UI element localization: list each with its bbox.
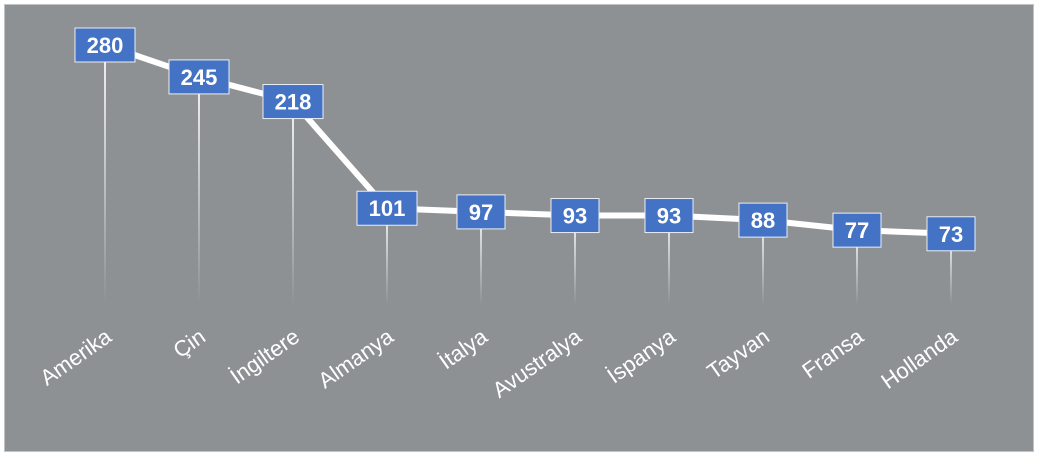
category-label: Avustralya: [488, 323, 587, 403]
category-label: Çin: [168, 324, 209, 363]
data-label: 101: [369, 196, 406, 221]
data-marker: [168, 59, 230, 95]
drop-line: [668, 215, 670, 305]
drop-line: [292, 101, 294, 305]
data-label: 73: [939, 222, 963, 247]
data-marker: [74, 27, 136, 63]
data-marker: [926, 216, 976, 252]
data-label: 245: [181, 65, 218, 90]
drop-line: [950, 233, 952, 305]
data-label: 280: [87, 33, 124, 58]
data-marker: [738, 202, 788, 238]
data-label: 218: [275, 90, 312, 115]
drop-line: [762, 220, 764, 305]
data-marker: [832, 212, 882, 248]
data-markers: 280 245 218 101 97 93 93 88 77 73: [74, 27, 976, 252]
category-label: Hollanda: [876, 323, 962, 394]
drop-line: [198, 76, 200, 305]
data-label: 77: [845, 218, 869, 243]
category-label: Fransa: [797, 323, 868, 383]
data-marker: [356, 190, 418, 226]
data-label: 88: [751, 208, 775, 233]
data-marker: [456, 194, 506, 230]
category-label: Almanya: [313, 323, 398, 393]
series-line: [104, 42, 952, 237]
category-label: İtalya: [434, 323, 492, 374]
category-label: İspanya: [602, 323, 680, 388]
data-marker: [262, 84, 324, 120]
category-label: İngiltere: [225, 324, 303, 389]
category-labels: Amerika Çin İngiltere Almanya İtalyaAvustral…: [35, 323, 962, 403]
drop-line: [574, 215, 576, 305]
line-chart: 280 245 218 101 97 93 93 88 77 73 Amerika Çin İngil…: [35, 27, 976, 403]
category-label: Amerika: [35, 323, 116, 390]
chart-area: 280 245 218 101 97 93 93 88 77 73 Amerika Çin İngil…: [4, 4, 1034, 452]
data-label: 93: [657, 204, 681, 229]
category-label: Tayvan: [702, 324, 773, 384]
drop-line: [386, 208, 388, 305]
drop-line: [856, 230, 858, 305]
drop-line: [480, 211, 482, 305]
data-label: 93: [563, 204, 587, 229]
drop-lines: [104, 45, 952, 305]
data-marker: [644, 198, 694, 234]
data-marker: [550, 198, 600, 234]
drop-line: [104, 45, 106, 305]
data-label: 97: [469, 200, 493, 225]
